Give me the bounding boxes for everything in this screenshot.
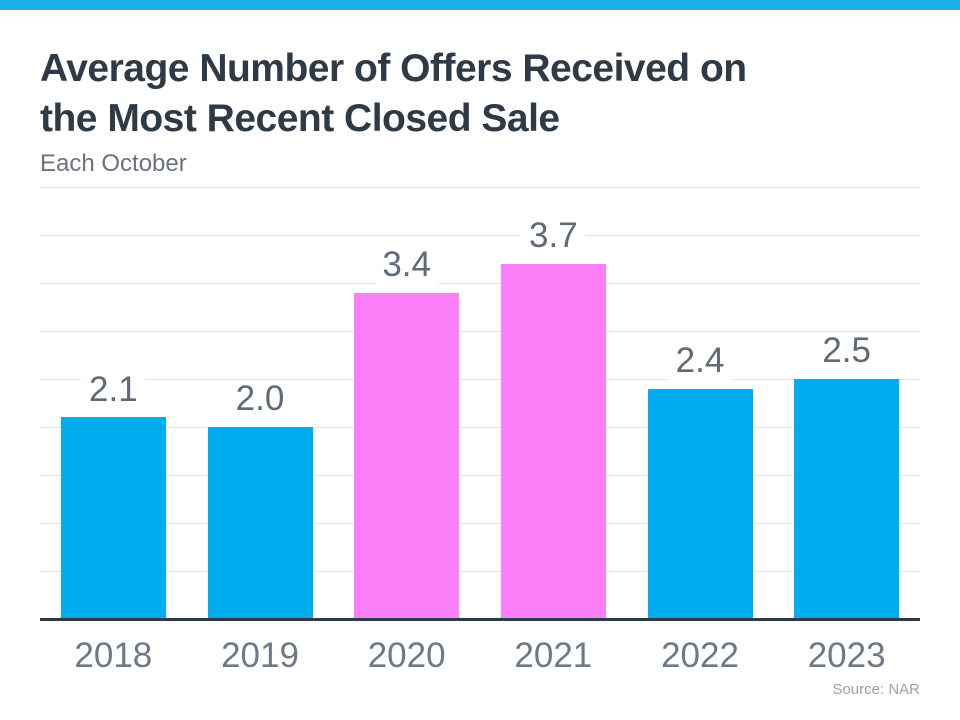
chart-title-line1: Average Number of Offers Received on: [40, 47, 747, 90]
top-accent-bar: [0, 0, 960, 10]
bar-2018: [60, 417, 166, 619]
gridline: [40, 523, 920, 524]
bar-value-label: 2.1: [81, 371, 146, 409]
chart-subtitle: Each October: [40, 150, 187, 177]
x-tick-label: 2022: [661, 636, 739, 675]
gridline: [40, 235, 920, 236]
x-axis-line: [40, 618, 920, 621]
bar-2019: [207, 427, 313, 619]
x-tick-label: 2018: [74, 636, 153, 675]
bar-value-label: 2.0: [227, 380, 293, 418]
bar-value-label: 3.4: [374, 246, 439, 284]
gridline: [40, 571, 920, 572]
x-tick-label: 2021: [514, 636, 593, 675]
bar-2023: [794, 379, 900, 619]
bar-value-label: 2.4: [667, 342, 733, 380]
gridline: [40, 427, 920, 428]
bar-2021: [500, 263, 606, 619]
source-note: Source: NAR: [832, 681, 920, 698]
bar-2020: [354, 292, 460, 619]
chart-title-line2: the Most Recent Closed Sale: [40, 97, 560, 140]
x-tick-label: 2023: [807, 636, 886, 675]
x-tick-label: 2020: [367, 636, 446, 675]
bar-2022: [647, 388, 753, 619]
gridline: [40, 475, 920, 476]
chart-title: Average Number of Offers Received on the …: [40, 44, 920, 144]
gridline: [40, 187, 920, 188]
gridline: [40, 283, 920, 284]
bar-value-label: 3.7: [521, 217, 586, 255]
plot-area: 2.1 2018 2.0 2019 3.4 2020 3.7 2021 2.4 2022 2.5 20…: [40, 187, 920, 675]
gridline: [40, 379, 920, 380]
x-tick-label: 2019: [221, 636, 299, 675]
bar-value-label: 2.5: [814, 332, 879, 370]
gridline: [40, 331, 920, 332]
